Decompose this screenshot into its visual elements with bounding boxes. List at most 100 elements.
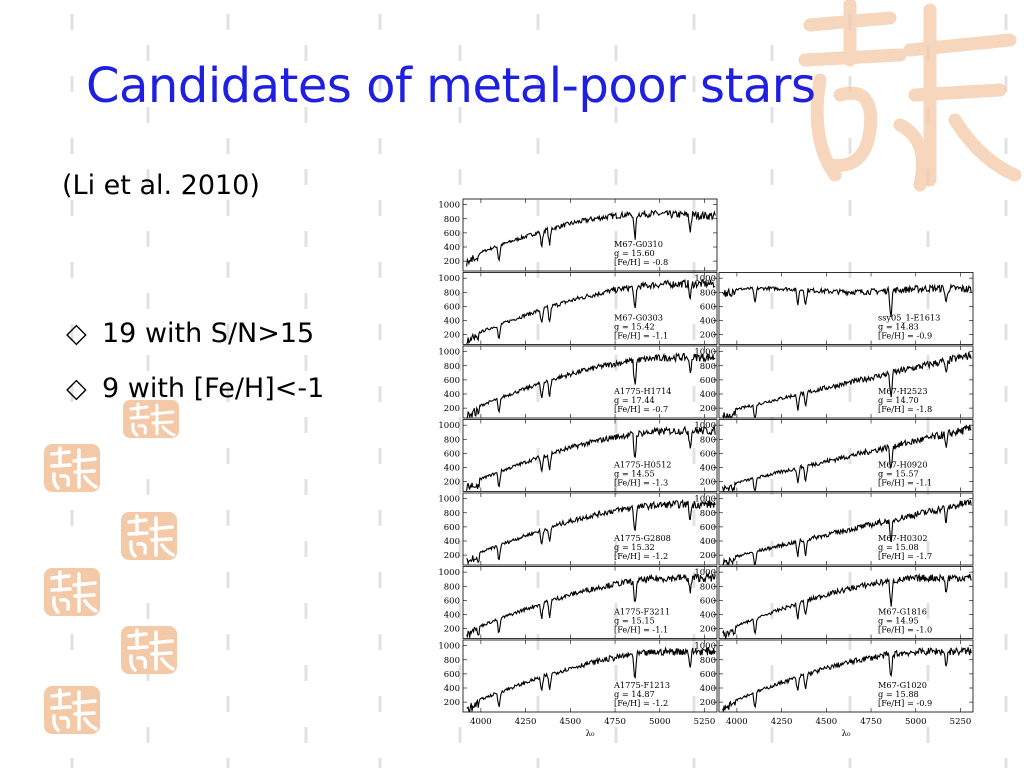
y-tick-label: 1000 [438,642,460,652]
panel-frame [462,198,718,272]
seal-stamp [123,400,179,438]
y-tick-label: 1000 [438,201,460,211]
y-tick-label: 400 [700,390,716,400]
magnitude-label: g = 15.15 [614,616,655,626]
bullet-list: ◇ 19 with S/N>15 ◇ 9 with [Fe/H]<-1 [66,318,324,428]
seal-stamp [44,568,100,616]
panel-frame [462,566,718,639]
x-tick-label: 4000 [726,717,748,727]
y-tick-label: 800 [444,362,460,372]
metallicity-label: [Fe/H] = -1.7 [878,551,932,561]
panel-frame [462,639,718,713]
metallicity-label: [Fe/H] = -1.2 [614,551,668,561]
y-tick-label: 1000 [438,421,460,431]
y-tick-label: 400 [700,464,716,474]
star-id-label: M67-H2523 [878,386,928,396]
y-tick-label: 800 [444,435,460,445]
y-tick-label: 1000 [694,495,716,505]
y-tick-label: 800 [700,362,716,372]
bullet-item: ◇ 9 with [Fe/H]<-1 [66,373,324,428]
magnitude-label: g = 15.57 [878,469,919,479]
y-tick-label: 600 [444,302,460,312]
panel-frame [718,639,974,713]
panel-frame [718,492,974,566]
y-tick-label: 800 [444,509,460,519]
y-tick-label: 400 [444,464,460,474]
y-tick-label: 400 [444,243,460,253]
spectrum-line [466,209,716,267]
y-tick-label: 400 [700,684,716,694]
metallicity-label: [Fe/H] = -0.9 [878,698,932,708]
x-tick-label: 4250 [771,717,793,727]
seal-stamp [44,686,100,734]
y-tick-label: 1000 [438,348,460,358]
y-tick-label: 1000 [694,274,716,284]
y-tick-label: 1000 [694,642,716,652]
y-tick-label: 400 [444,537,460,547]
spectrum-line [466,278,716,345]
y-tick-label: 600 [444,670,460,680]
y-tick-label: 1000 [438,274,460,284]
x-axis-label: λ₀ [586,729,595,739]
diamond-bullet-icon: ◇ [66,373,87,404]
y-tick-label: 200 [700,404,716,414]
y-tick-label: 600 [700,523,716,533]
star-id-label: M67-H0302 [878,533,928,543]
y-tick-label: 800 [700,582,716,592]
x-tick-label: 4500 [560,717,582,727]
y-tick-label: 600 [700,302,716,312]
y-tick-label: 200 [444,257,460,267]
magnitude-label: g = 14.70 [878,395,919,405]
y-tick-label: 1000 [438,568,460,578]
star-id-label: A1775-F1213 [613,680,670,690]
y-tick-label: 1000 [694,568,716,578]
star-id-label: A1775-F3211 [613,607,670,617]
magnitude-label: g = 14.95 [878,616,919,626]
metallicity-label: [Fe/H] = -1.1 [878,478,932,488]
magnitude-label: g = 17.44 [614,395,655,405]
spectrum-line [466,425,716,491]
spectrum-line [466,646,716,712]
x-tick-label: 4000 [470,717,492,727]
spectrum-line [466,352,716,418]
y-tick-label: 800 [700,435,716,445]
slide-title: Candidates of metal-poor stars [86,58,816,114]
star-id-label: ssy05_1-E1613 [878,313,940,323]
seal-stamp [121,512,177,560]
bullet-item: ◇ 19 with S/N>15 [66,318,324,373]
y-tick-label: 1000 [438,495,460,505]
y-tick-label: 400 [700,537,716,547]
y-tick-label: 400 [444,317,460,327]
metallicity-label: [Fe/H] = -1.1 [614,625,668,635]
magnitude-label: g = 15.42 [614,322,655,332]
y-tick-label: 200 [444,404,460,414]
y-tick-label: 200 [444,478,460,488]
y-tick-label: 200 [700,551,716,561]
y-tick-label: 600 [700,449,716,459]
y-tick-label: 200 [444,698,460,708]
spectrum-line [722,572,972,640]
magnitude-label: g = 15.88 [878,689,919,699]
citation: (Li et al. 2010) [62,170,260,201]
y-tick-label: 800 [444,582,460,592]
panel-frame [718,272,974,345]
x-tick-label: 4500 [816,717,838,727]
x-tick-label: 5250 [694,717,716,727]
metallicity-label: [Fe/H] = -1.3 [614,478,668,488]
y-tick-label: 600 [444,376,460,386]
metallicity-label: [Fe/H] = -1.8 [878,404,932,414]
metallicity-label: [Fe/H] = -1.1 [614,331,668,341]
x-tick-label: 4250 [515,717,537,727]
panel-frame [718,345,974,419]
spectrum-line [722,646,972,712]
star-id-label: M67-G1816 [878,607,927,617]
